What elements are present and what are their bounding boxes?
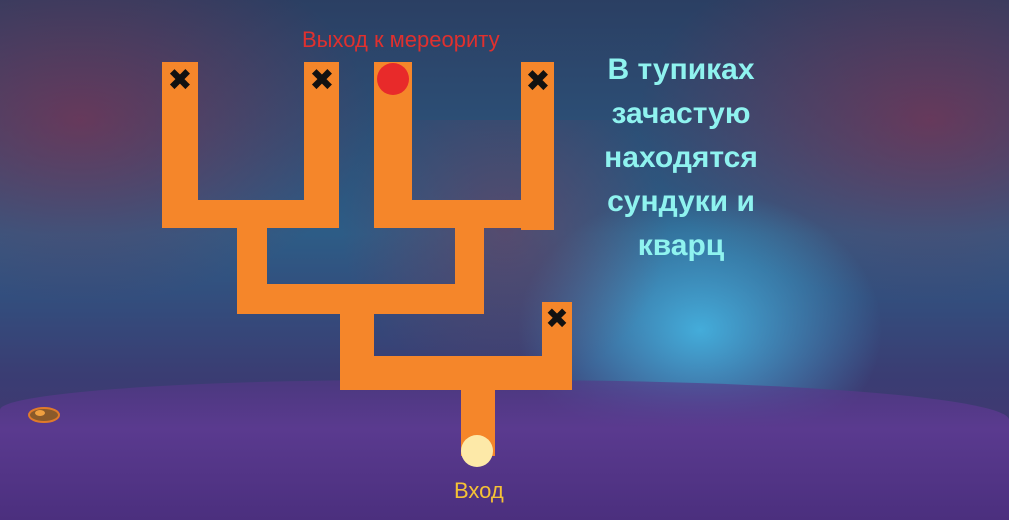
cave-floor — [0, 380, 1009, 520]
cross-icon: ✖ — [545, 302, 568, 335]
hint-note-line: зачастую — [611, 97, 751, 130]
hint-note-line: сундуки и — [607, 185, 755, 218]
entry-label: Вход — [454, 478, 504, 503]
path-branch-left — [304, 62, 339, 228]
hint-note-line: кварц — [637, 229, 725, 262]
maze-path — [162, 62, 572, 456]
exit-label: Выход к мереориту — [302, 27, 500, 52]
dead-end-marks: ✖ ✖ ✖ ✖ — [167, 63, 568, 335]
cross-icon: ✖ — [525, 64, 550, 99]
path-middle-crossbar — [237, 284, 484, 314]
cross-icon: ✖ — [309, 63, 334, 98]
red-dot-icon — [377, 63, 409, 95]
path-branch-far-left — [162, 62, 198, 228]
hint-note: В тупиках зачастую находятся сундуки и к… — [586, 48, 776, 268]
light-dot-icon — [461, 435, 493, 467]
hint-note-line: находятся — [604, 141, 758, 174]
hint-note-line: В тупиках — [607, 53, 755, 86]
path-lower-crossbar — [340, 356, 572, 390]
path-branch-lower-right — [542, 302, 572, 362]
ore-item-icon — [28, 407, 60, 423]
path-branch-right — [521, 62, 554, 230]
cross-icon: ✖ — [167, 63, 192, 98]
